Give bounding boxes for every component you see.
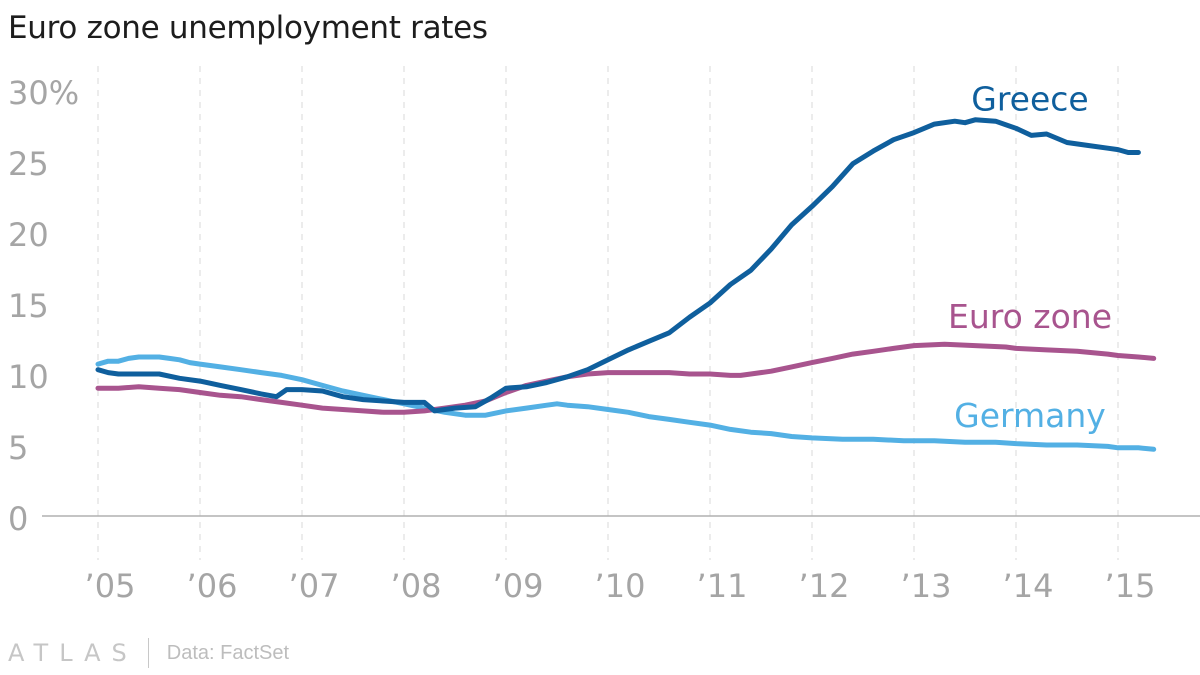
series-label-eurozone: Euro zone (948, 297, 1112, 336)
y-tick-label: 20 (8, 216, 49, 254)
x-tick-label: ’09 (493, 567, 544, 605)
gridlines (97, 66, 1119, 560)
x-tick-label: ’10 (595, 567, 646, 605)
y-tick-label: 30% (8, 74, 79, 112)
x-tick-label: ’11 (697, 567, 748, 605)
series-line-greece (95, 117, 1141, 414)
series-lines (95, 117, 1157, 452)
series-label-germany: Germany (954, 396, 1106, 435)
y-tick-label: 10 (8, 358, 49, 396)
x-tick-label: ’15 (1105, 567, 1156, 605)
footer-divider (147, 638, 149, 668)
x-tick-label: ’05 (85, 567, 136, 605)
series-line-germany (95, 354, 1157, 452)
x-tick-label: ’12 (799, 567, 850, 605)
x-tick-label: ’14 (1003, 567, 1054, 605)
series-line-eurozone (95, 341, 1157, 415)
y-tick-label: 15 (8, 287, 49, 325)
x-tick-label: ’08 (391, 567, 442, 605)
atlas-logo: ATLAS (8, 639, 138, 667)
x-tick-label: ’07 (289, 567, 340, 605)
y-tick-label: 25 (8, 145, 49, 183)
series-labels: Greece Euro zone Germany (948, 80, 1112, 436)
x-tick-label: ’13 (901, 567, 952, 605)
y-tick-label: 5 (8, 429, 28, 467)
series-label-greece: Greece (971, 80, 1088, 119)
y-tick-label: 0 (8, 500, 28, 538)
chart-title: Euro zone unemployment rates (8, 10, 488, 46)
x-tick-label: ’06 (187, 567, 238, 605)
data-source: Data: FactSet (166, 641, 290, 664)
footer: ATLAS Data: FactSet (8, 636, 289, 670)
axes: ’05 ’06 ’07 ’08 ’09 ’10 ’11 ’12 ’13 ’14 ’15 0 5 10 15 2… (8, 74, 1200, 605)
